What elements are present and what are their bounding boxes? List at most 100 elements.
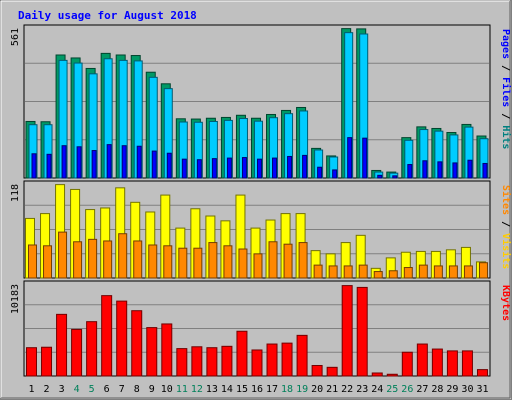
panel-pages-files-hits-pages-bar-fill (181, 158, 187, 179)
panel-kbytes-kbytes-bar (476, 369, 488, 377)
panel-pages-files-hits-pages-bar (272, 157, 278, 179)
panel-kbytes-kbytes-bar (266, 343, 278, 377)
panel-pages-files-hits-pages-bar (31, 153, 37, 179)
panel-kbytes-side-label-part: KBytes (500, 285, 511, 321)
panel-sites-visits-sites-bar (103, 240, 113, 279)
panel-pages-files-hits-pages-bar (196, 159, 202, 179)
panel-pages-files-hits-pages-bar-fill (377, 174, 383, 179)
panel-kbytes-kbytes-bar-fill (476, 369, 488, 377)
panel-pages-files-hits-pages-bar-fill (211, 158, 217, 179)
panel-pages-files-hits-pages-bar (452, 162, 458, 179)
panel-sites-visits-sites-bar-fill (268, 241, 278, 279)
panel-pages-files-hits-pages-bar (121, 145, 127, 179)
x-tick-label: 27 (416, 384, 428, 395)
panel-kbytes-kbytes-bar (56, 313, 68, 377)
panel-kbytes-kbytes-bar (161, 323, 173, 377)
panel-pages-files-hits-pages-bar (166, 152, 172, 179)
x-tick-label: 7 (119, 384, 125, 395)
panel-sites-visits-sites-bar (313, 264, 323, 279)
panel-sites-visits-sites-bar (463, 265, 473, 279)
panel-sites-visits-sites-bar-fill (73, 241, 83, 279)
panel-sites-visits-sites-bar-fill (313, 264, 323, 279)
x-tick-label: 23 (356, 384, 368, 395)
panel-sites-visits-sites-bar (433, 265, 443, 279)
x-tick-label: 22 (341, 384, 353, 395)
panel-kbytes-kbytes-bar-fill (26, 347, 37, 377)
panel-kbytes-kbytes-bar-fill (371, 372, 383, 377)
panel-kbytes-kbytes-bar-fill (206, 347, 218, 377)
x-tick-label: 31 (476, 384, 488, 395)
panel-pages-files-hits-pages-bar-fill (196, 159, 202, 179)
panel-kbytes-kbytes-bar (191, 346, 203, 377)
panel-pages-files-hits-pages-bar-fill (46, 153, 52, 179)
panel-kbytes-kbytes-bar (221, 345, 233, 377)
panel-pages-files-hits-pages-bar-fill (241, 157, 247, 179)
panel-sites-visits-sites-bar-fill (283, 243, 293, 279)
panel-kbytes-kbytes-bar (311, 364, 323, 377)
panel-pages-files-hits-side-label: Pages / Files / Hits (500, 29, 512, 149)
panel-sites-visits-sites-bar (28, 244, 37, 279)
x-tick-label: 19 (296, 384, 308, 395)
panel-sites-visits-sites-bar-fill (448, 265, 458, 279)
panel-pages-files-hits-pages-bar-fill (166, 152, 172, 179)
panel-pages-files-hits-pages-bar-fill (437, 161, 443, 179)
panel-sites-visits-sites-bar (478, 262, 488, 279)
panel-sites-visits-sites-bar-fill (223, 245, 233, 279)
panel-kbytes-kbytes-bar (176, 348, 188, 377)
x-tick-label: 8 (134, 384, 140, 395)
panel-sites-visits-sites-bar (223, 245, 233, 279)
x-tick-label: 16 (251, 384, 263, 395)
x-tick-label: 5 (89, 384, 95, 395)
panel-pages-files-hits-side-label-part: Files (500, 77, 512, 107)
panel-pages-files-hits-pages-bar-fill (347, 137, 353, 179)
panel-pages-files-hits-pages-bar (482, 162, 488, 179)
panel-sites-visits-sites-bar (418, 264, 428, 279)
panel-kbytes-kbytes-bar-fill (401, 351, 413, 377)
panel-kbytes-kbytes-bar-fill (176, 348, 188, 377)
panel-sites-visits-sites-bar (88, 238, 98, 279)
panel-pages-files-hits-pages-bar (46, 153, 52, 179)
panel-sites-visits-sites-bar-fill (328, 265, 338, 279)
panel-sites-visits-sites-bar-fill (43, 245, 53, 279)
panel-pages-files-hits-pages-bar (332, 169, 338, 179)
x-tick-label: 13 (206, 384, 218, 395)
x-tick-label: 11 (176, 384, 188, 395)
panel-pages-files-hits-pages-bar (347, 137, 353, 179)
panel-pages-files-hits-pages-bar (287, 155, 293, 179)
panel-sites-visits-sites-bar-fill (433, 265, 443, 279)
panel-pages-files-hits-pages-bar-fill (407, 164, 413, 179)
panel-sites-visits-sites-bar-fill (388, 270, 398, 279)
panel-pages-files-hits-pages-bar-fill (452, 162, 458, 179)
panel-kbytes-kbytes-bar-fill (146, 327, 158, 377)
panel-kbytes-kbytes-bar (431, 348, 443, 377)
panel-pages-files-hits-pages-bar (226, 157, 232, 179)
panel-pages-files-hits-pages-bar (377, 174, 383, 179)
panel-sites-visits-sites-bar (238, 248, 248, 279)
panel-pages-files-hits-side-label-part: Hits (500, 125, 512, 149)
panel-kbytes-kbytes-bar (356, 286, 368, 377)
panel-pages-files-hits-pages-bar-fill (302, 154, 308, 179)
panel-pages-files-hits-pages-bar-fill (76, 146, 82, 179)
panel-sites-visits-side-label-part: / (500, 215, 511, 233)
x-tick-label: 25 (386, 384, 398, 395)
panel-sites-visits-sites-bar-fill (133, 240, 143, 279)
panel-kbytes-kbytes-bar-fill (56, 313, 68, 377)
x-tick-label: 12 (191, 384, 203, 395)
panel-kbytes-kbytes-bar (461, 350, 473, 377)
panel-pages-files-hits-pages-bar (302, 154, 308, 179)
x-tick-label: 10 (161, 384, 173, 395)
panel-pages-files-hits-pages-bar (91, 150, 97, 179)
panel-pages-files-hits-pages-bar-fill (392, 175, 398, 179)
panel-kbytes-kbytes-bar-fill (101, 295, 113, 377)
panel-sites-visits-sites-bar-fill (103, 240, 113, 279)
panel-pages-files-hits-pages-bar-fill (482, 162, 488, 179)
panel-kbytes-kbytes-bar (371, 372, 383, 377)
panel-sites-visits-sites-bar (58, 231, 68, 279)
panel-sites-visits-sites-bar (163, 245, 173, 279)
panel-kbytes-kbytes-bar (281, 342, 293, 377)
panel-kbytes-side-label: KBytes (500, 285, 511, 321)
panel-pages-files-hits-side-label-part: / (500, 107, 511, 125)
panel-kbytes-kbytes-bar-fill (191, 346, 203, 377)
